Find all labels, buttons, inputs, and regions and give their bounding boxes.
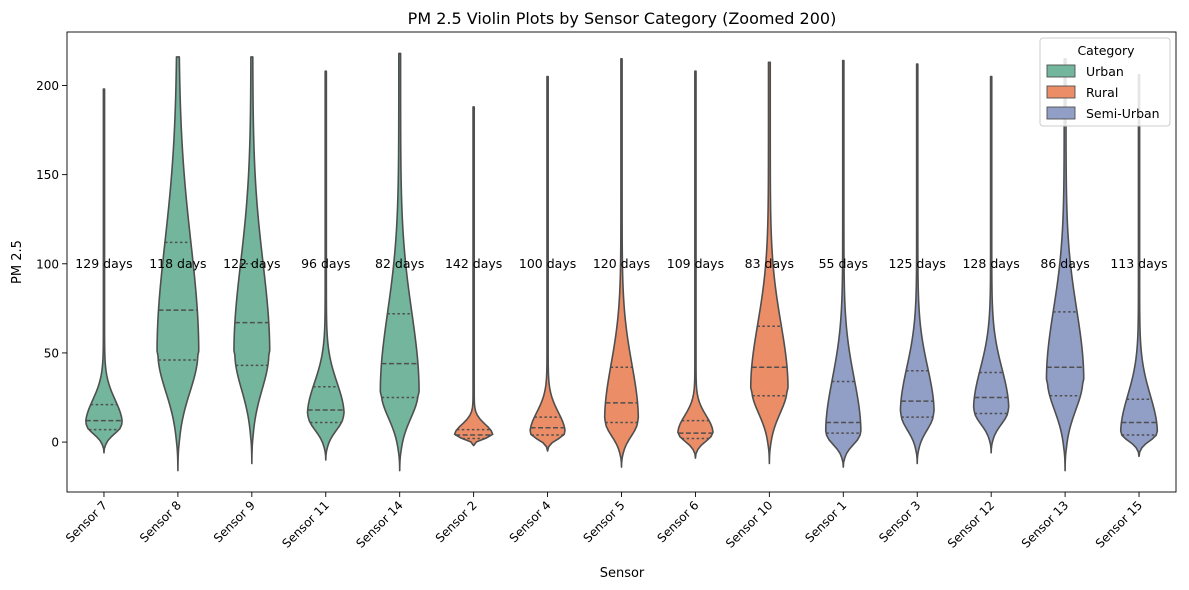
- violin-sensor-14: [379, 52, 420, 472]
- legend-label-rural: Rural: [1086, 85, 1118, 100]
- violin-sensor-7: [85, 88, 123, 454]
- x-tick-label: Sensor 9: [211, 498, 258, 545]
- x-tick-label: Sensor 14: [353, 498, 405, 550]
- day-count-label: 55 days: [819, 256, 868, 271]
- day-count-label: 125 days: [889, 256, 946, 271]
- violin-sensor-9: [233, 56, 271, 465]
- y-tick-label: 150: [36, 168, 59, 182]
- x-tick-label: Sensor 3: [876, 498, 923, 545]
- y-tick-label: 0: [51, 436, 59, 450]
- y-axis-label: PM 2.5: [10, 240, 25, 284]
- legend-box: [1039, 37, 1171, 127]
- x-tick-label: Sensor 11: [279, 498, 331, 550]
- day-count-label: 83 days: [745, 256, 794, 271]
- x-tick-label: Sensor 5: [581, 498, 628, 545]
- violin-sensor-1: [824, 59, 862, 468]
- legend-swatch-semi-urban: [1046, 106, 1076, 120]
- y-tick-label: 100: [36, 257, 59, 271]
- x-tick-label: Sensor 4: [507, 498, 554, 545]
- day-count-label: 118 days: [149, 256, 206, 271]
- x-tick-label: Sensor 1: [802, 498, 849, 545]
- x-axis: Sensor 7 Sensor 8 Sensor 9 Sensor 11 Sensor …: [63, 492, 1145, 551]
- violin-sensor-4: [529, 75, 566, 452]
- day-count-label: 129 days: [75, 256, 132, 271]
- x-tick-label: Sensor 7: [63, 498, 110, 545]
- legend-title: Category: [1077, 43, 1135, 58]
- legend-label-urban: Urban: [1086, 64, 1124, 79]
- violin-sensor-11: [306, 70, 345, 461]
- violin-sensor-10: [749, 61, 789, 465]
- x-tick-label: Sensor 13: [1019, 498, 1071, 550]
- violins-group: [85, 52, 1159, 472]
- x-tick-label: Sensor 6: [654, 498, 701, 545]
- day-count-label: 122 days: [223, 256, 280, 271]
- day-count-label: 100 days: [519, 256, 576, 271]
- day-count-label: 96 days: [301, 256, 350, 271]
- violin-sensor-12: [972, 75, 1010, 454]
- x-tick-label: Sensor 8: [137, 498, 184, 545]
- day-count-label: 142 days: [445, 256, 502, 271]
- day-count-label: 109 days: [667, 256, 724, 271]
- day-count-label: 86 days: [1040, 256, 1089, 271]
- x-tick-label: Sensor 10: [723, 498, 775, 550]
- x-tick-label: Sensor 15: [1093, 498, 1145, 550]
- violin-sensor-8: [156, 56, 200, 472]
- chart-title: PM 2.5 Violin Plots by Sensor Category (…: [408, 9, 837, 28]
- violin-sensor-6: [677, 70, 714, 459]
- legend-swatch-urban: [1046, 64, 1076, 78]
- legend-label-semi-urban: Semi-Urban: [1086, 106, 1160, 121]
- legend: Category Urban Rural Semi-Urban: [1039, 37, 1171, 127]
- violin-sensor-3: [899, 63, 935, 465]
- x-axis-label: Sensor: [600, 566, 645, 581]
- day-count-label: 82 days: [375, 256, 424, 271]
- day-count-label: 128 days: [962, 256, 1019, 271]
- day-count-label: 113 days: [1110, 256, 1167, 271]
- y-axis: 0 50 100 150 200: [36, 79, 67, 450]
- violin-sensor-5: [603, 57, 640, 468]
- day-count-label: 120 days: [593, 256, 650, 271]
- day-count-annotations: 129 days 118 days 122 days 96 days 82 days 14…: [75, 256, 1167, 271]
- x-tick-label: Sensor 12: [945, 498, 997, 550]
- x-tick-label: Sensor 2: [433, 498, 480, 545]
- violin-sensor-2: [453, 106, 494, 447]
- y-tick-label: 200: [36, 79, 59, 93]
- y-tick-label: 50: [44, 346, 59, 360]
- legend-swatch-rural: [1046, 85, 1076, 99]
